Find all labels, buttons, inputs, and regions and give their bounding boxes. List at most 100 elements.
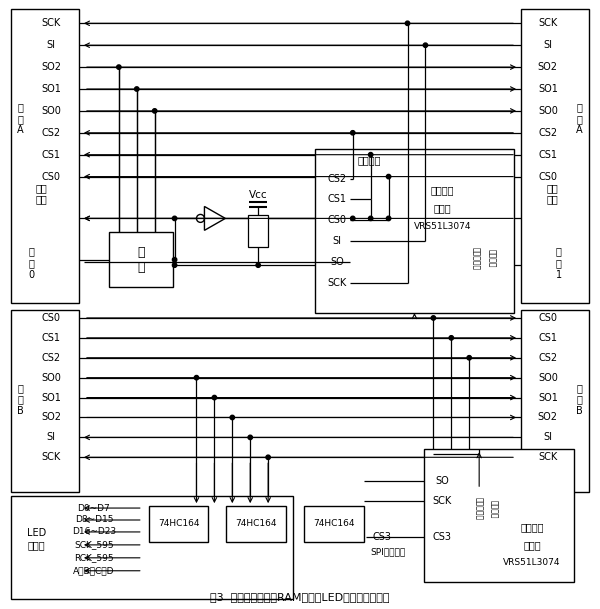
Text: 74HC164: 74HC164 <box>235 519 277 529</box>
Text: SO: SO <box>436 476 449 486</box>
Text: CS2: CS2 <box>327 174 346 183</box>
Text: CS1: CS1 <box>538 150 557 160</box>
Bar <box>11 496 293 599</box>
Bar <box>11 310 79 492</box>
Text: 图3  基于串行双端口RAM模块的LED显示屏控制系统: 图3 基于串行双端口RAM模块的LED显示屏控制系统 <box>210 591 390 602</box>
Circle shape <box>368 216 373 220</box>
Circle shape <box>431 315 436 320</box>
Text: D0~D7: D0~D7 <box>77 504 110 513</box>
Circle shape <box>350 216 355 220</box>
Bar <box>521 9 589 303</box>
Circle shape <box>248 435 253 440</box>
Circle shape <box>212 395 217 400</box>
Circle shape <box>256 263 260 267</box>
Text: SO1: SO1 <box>41 84 61 94</box>
Circle shape <box>449 336 454 340</box>
Text: SO: SO <box>330 257 344 267</box>
Circle shape <box>172 263 177 267</box>
Text: D8~D15: D8~D15 <box>75 515 113 524</box>
Text: SO1: SO1 <box>538 84 558 94</box>
Text: 数据显示: 数据显示 <box>520 522 544 532</box>
Text: CS2: CS2 <box>41 353 61 363</box>
Circle shape <box>386 174 391 179</box>
Text: SI: SI <box>47 432 56 442</box>
Text: 显示控制器: 显示控制器 <box>472 247 481 270</box>
Circle shape <box>134 87 139 91</box>
Text: SO1: SO1 <box>538 393 558 403</box>
Text: VRS51L3074: VRS51L3074 <box>503 558 560 568</box>
Circle shape <box>467 356 472 360</box>
Circle shape <box>368 152 373 157</box>
Text: CS3: CS3 <box>372 532 391 542</box>
Text: SCK_595: SCK_595 <box>74 540 114 549</box>
Text: SI: SI <box>332 236 341 246</box>
Text: CS1: CS1 <box>538 333 557 343</box>
Text: SCK: SCK <box>327 278 346 288</box>
Text: SO0: SO0 <box>41 373 61 382</box>
Text: 端
口
B: 端 口 B <box>577 383 583 416</box>
Text: 端
口
B: 端 口 B <box>17 383 23 416</box>
Text: SCK: SCK <box>433 496 452 506</box>
Text: SO0: SO0 <box>538 373 558 382</box>
Text: Vcc: Vcc <box>249 189 268 200</box>
Bar <box>11 9 79 303</box>
Text: 74HC164: 74HC164 <box>313 519 355 529</box>
Text: LED
显示屏: LED 显示屏 <box>26 528 46 550</box>
Text: VRS51L3074: VRS51L3074 <box>413 222 471 231</box>
Bar <box>248 216 268 247</box>
Circle shape <box>116 65 121 69</box>
Text: 端
口
A: 端 口 A <box>577 102 583 135</box>
Circle shape <box>406 21 410 26</box>
Text: CS1: CS1 <box>328 194 346 205</box>
Text: 模
块
0: 模 块 0 <box>28 247 34 280</box>
Bar <box>149 506 208 542</box>
Text: 模
块
1: 模 块 1 <box>556 247 562 280</box>
Text: 74HC164: 74HC164 <box>158 519 199 529</box>
Text: CS3: CS3 <box>433 532 452 542</box>
Text: CS0: CS0 <box>538 172 557 181</box>
Text: SI: SI <box>47 40 56 50</box>
Text: SCK: SCK <box>538 18 557 28</box>
Circle shape <box>266 455 271 459</box>
Text: SO0: SO0 <box>538 106 558 116</box>
Circle shape <box>152 109 157 113</box>
Text: SCK: SCK <box>538 452 557 462</box>
Text: CS0: CS0 <box>328 216 346 225</box>
Text: CS1: CS1 <box>41 150 61 160</box>
Text: 线
与: 线 与 <box>137 245 145 273</box>
Text: SPI下载脉冲: SPI下载脉冲 <box>370 547 405 557</box>
Text: CS2: CS2 <box>538 353 557 363</box>
Bar <box>109 233 173 287</box>
Text: SI: SI <box>544 40 553 50</box>
Text: SO2: SO2 <box>41 62 61 72</box>
Text: CS0: CS0 <box>41 313 61 323</box>
Bar <box>226 506 286 542</box>
Text: 单片机: 单片机 <box>434 203 451 213</box>
Text: SO2: SO2 <box>538 412 558 423</box>
Text: 数据处理: 数据处理 <box>431 186 454 195</box>
Text: SO2: SO2 <box>538 62 558 72</box>
Text: 单片机: 单片机 <box>523 540 541 550</box>
Bar <box>315 149 514 313</box>
Circle shape <box>350 130 355 135</box>
Text: A、B、C、D: A、B、C、D <box>73 566 115 576</box>
Circle shape <box>172 216 177 220</box>
Text: SI: SI <box>544 432 553 442</box>
Text: CS2: CS2 <box>538 128 557 138</box>
Text: CS0: CS0 <box>538 313 557 323</box>
Text: SCK: SCK <box>41 452 61 462</box>
Bar <box>521 310 589 492</box>
Text: SO0: SO0 <box>41 106 61 116</box>
Text: SO2: SO2 <box>41 412 61 423</box>
Text: CS1: CS1 <box>41 333 61 343</box>
Text: CS2: CS2 <box>41 128 61 138</box>
Circle shape <box>172 258 177 262</box>
Text: 端口
选择: 端口 选择 <box>35 183 47 204</box>
Bar <box>304 506 364 542</box>
Text: 显示状态: 显示状态 <box>490 500 499 518</box>
Text: SCK: SCK <box>41 18 61 28</box>
Text: 端口选择: 端口选择 <box>358 156 382 166</box>
Circle shape <box>230 415 235 420</box>
Text: CS0: CS0 <box>41 172 61 181</box>
Text: RCK_595: RCK_595 <box>74 554 114 562</box>
